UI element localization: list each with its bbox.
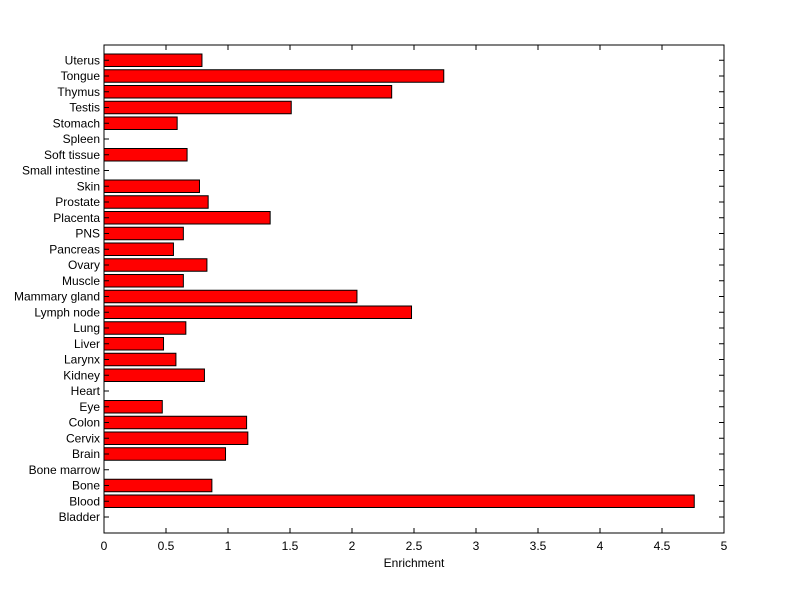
x-tick-label: 3.5 (530, 539, 547, 553)
y-tick-label-bone: Bone (72, 479, 100, 493)
bar-pns (103, 226, 184, 241)
y-tick-label-stomach: Stomach (53, 116, 100, 130)
y-tick-label-cervix: Cervix (66, 431, 100, 445)
y-tick-label-lung: Lung (73, 321, 100, 335)
plot-frame (103, 44, 725, 534)
x-axis-title: Enrichment (384, 556, 445, 570)
y-tick-label-brain: Brain (72, 447, 100, 461)
y-tick-label-spleen: Spleen (63, 132, 100, 146)
y-tick-label-liver: Liver (74, 337, 100, 351)
bar-liver (103, 337, 165, 351)
y-tick-label-ovary: Ovary (68, 258, 100, 272)
bar-muscle (103, 274, 184, 288)
x-tick-label: 1 (225, 539, 232, 553)
x-tick-label: 3 (473, 539, 480, 553)
bar-pancreas (103, 242, 174, 256)
bar-tongue (103, 69, 445, 83)
y-tick-label-mammary-gland: Mammary gland (14, 290, 100, 304)
y-tick-label-larynx: Larynx (64, 353, 100, 367)
y-tick-label-eye: Eye (79, 400, 100, 414)
y-tick-label-lymph-node: Lymph node (34, 305, 100, 319)
y-tick-label-muscle: Muscle (62, 274, 100, 288)
bar-cervix (103, 431, 249, 445)
y-tick-label-pns: PNS (75, 227, 100, 241)
bar-testis (103, 100, 292, 115)
y-tick-label-skin: Skin (77, 179, 100, 193)
x-tick-label: 0 (101, 539, 108, 553)
bar-uterus (103, 53, 203, 67)
x-axis: 0 0.5 1 1.5 2 2.5 3 3.5 4 4.5 5 (101, 45, 728, 553)
y-tick-label-placenta: Placenta (53, 211, 100, 225)
bar-colon (103, 415, 248, 430)
bar-skin (103, 179, 200, 193)
x-tick-label: 0.5 (158, 539, 175, 553)
bar-brain (103, 447, 227, 461)
bar-stomach (103, 116, 178, 130)
y-tick-label-uterus: Uterus (65, 53, 100, 67)
bar-lymph-node (103, 305, 413, 319)
bar-blood (103, 494, 695, 508)
bar-prostate (103, 195, 209, 209)
y-tick-label-testis: Testis (69, 101, 100, 115)
x-tick-label: 2 (349, 539, 356, 553)
bar-mammary-gland (103, 289, 358, 304)
y-tick-label-thymus: Thymus (57, 85, 100, 99)
y-tick-label-bone-marrow: Bone marrow (29, 463, 101, 477)
y-tick-label-blood: Blood (69, 494, 100, 508)
bar-ovary (103, 258, 208, 272)
bar-placenta (103, 211, 271, 225)
bar-thymus (103, 85, 393, 99)
bar-lung (103, 321, 187, 335)
x-tick-label: 1.5 (282, 539, 299, 553)
bar-larynx (103, 352, 177, 367)
y-tick-label-small-intestine: Small intestine (22, 164, 100, 178)
bar-soft-tissue (103, 148, 188, 162)
y-tick-label-pancreas: Pancreas (49, 242, 100, 256)
x-tick-label: 5 (721, 539, 728, 553)
x-tick-label: 4.5 (654, 539, 671, 553)
y-tick-label-heart: Heart (71, 384, 101, 398)
y-tick-label-prostate: Prostate (55, 195, 100, 209)
x-tick-label: 2.5 (406, 539, 423, 553)
x-tick-label: 4 (597, 539, 604, 553)
y-tick-label-colon: Colon (69, 416, 100, 430)
bar-eye (103, 400, 163, 414)
y-tick-label-tongue: Tongue (61, 69, 101, 83)
y-tick-label-bladder: Bladder (59, 510, 100, 524)
bar-kidney (103, 368, 205, 382)
bar-bone (103, 478, 213, 493)
y-tick-label-kidney: Kidney (63, 368, 100, 382)
y-tick-label-soft-tissue: Soft tissue (44, 148, 100, 162)
